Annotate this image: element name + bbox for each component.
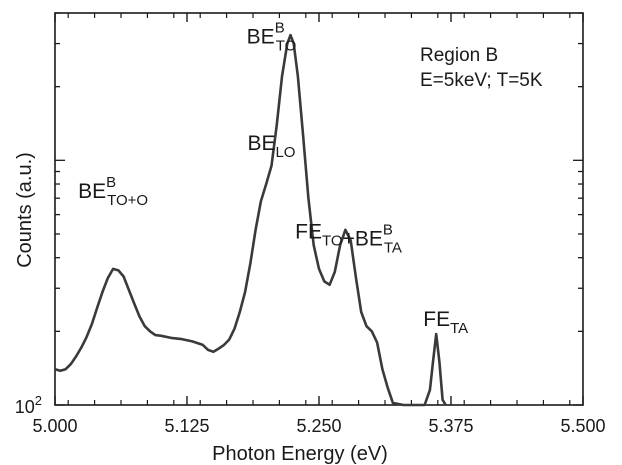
x-tick-label: 5.125: [164, 416, 209, 436]
series-line-0: [54, 33, 447, 407]
annotation-fe-ta: FETA: [423, 308, 468, 337]
annotation-beb-to-o: BEB TO+O: [78, 174, 148, 209]
x-tick-label: 5.250: [296, 416, 341, 436]
x-tick-labels: 5.000 5.125 5.250 5.375 5.500: [32, 416, 605, 436]
condition-label: E=5keV; T=5K: [420, 70, 543, 91]
region-label: Region B: [420, 45, 498, 66]
peak-annotations: BEB TO+O BELO BEB TO FETO+BEB TA FETA: [78, 20, 468, 338]
annotation-beb-to: BEB TO: [247, 20, 297, 55]
x-tick-label: 5.500: [560, 416, 605, 436]
x-tick-label: 5.375: [428, 416, 473, 436]
axis-ticks: [54, 12, 584, 406]
x-axis-label: Photon Energy (eV): [212, 443, 388, 465]
x-tick-label: 5.000: [32, 416, 77, 436]
annotation-fe-to-beb-ta: FETO+BEB TA: [295, 220, 402, 256]
annotation-be-lo: BELO: [247, 132, 295, 161]
y-axis-label: Counts (a.u.): [14, 152, 36, 268]
series-layer: [54, 33, 447, 407]
y-tick-label: 102: [15, 393, 42, 417]
